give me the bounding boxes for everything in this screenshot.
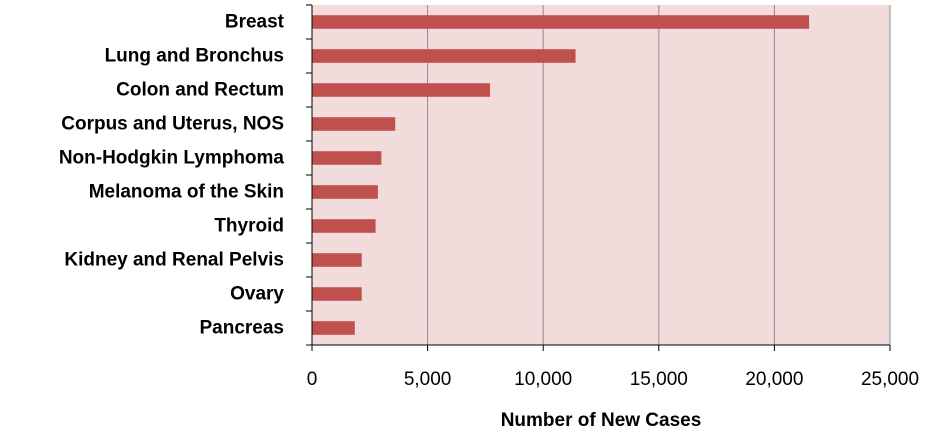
bar bbox=[312, 287, 362, 301]
bar bbox=[312, 83, 491, 97]
x-tick-label: 0 bbox=[307, 369, 318, 390]
category-label: Colon and Rectum bbox=[116, 80, 284, 101]
x-tick-labels: 0 5,000 10,000 15,000 20,000 25,000 bbox=[307, 369, 919, 390]
bar bbox=[312, 253, 362, 267]
x-tick-label: 15,000 bbox=[630, 369, 688, 390]
bar bbox=[312, 321, 355, 335]
bar bbox=[312, 219, 376, 233]
bar bbox=[312, 15, 810, 29]
x-axis-title: Number of New Cases bbox=[501, 410, 702, 431]
category-label: Lung and Bronchus bbox=[105, 46, 284, 67]
axes bbox=[306, 4, 891, 351]
x-tick-label: 20,000 bbox=[745, 369, 803, 390]
category-labels: Breast Lung and Bronchus Colon and Rectum C… bbox=[59, 12, 285, 339]
category-label: Pancreas bbox=[199, 318, 284, 339]
category-label: Breast bbox=[225, 12, 285, 33]
category-label: Kidney and Renal Pelvis bbox=[64, 250, 284, 271]
category-label: Melanoma of the Skin bbox=[89, 182, 284, 203]
bar bbox=[312, 185, 378, 199]
category-label: Ovary bbox=[230, 284, 284, 305]
bar bbox=[312, 49, 576, 63]
bar bbox=[312, 151, 382, 165]
bar bbox=[312, 117, 396, 131]
x-tick-label: 5,000 bbox=[404, 369, 452, 390]
category-label: Thyroid bbox=[214, 216, 284, 237]
category-label: Non-Hodgkin Lymphoma bbox=[59, 148, 285, 169]
bars bbox=[312, 15, 810, 335]
x-tick-label: 10,000 bbox=[514, 369, 572, 390]
category-label: Corpus and Uterus, NOS bbox=[61, 114, 284, 135]
x-tick-label: 25,000 bbox=[861, 369, 919, 390]
